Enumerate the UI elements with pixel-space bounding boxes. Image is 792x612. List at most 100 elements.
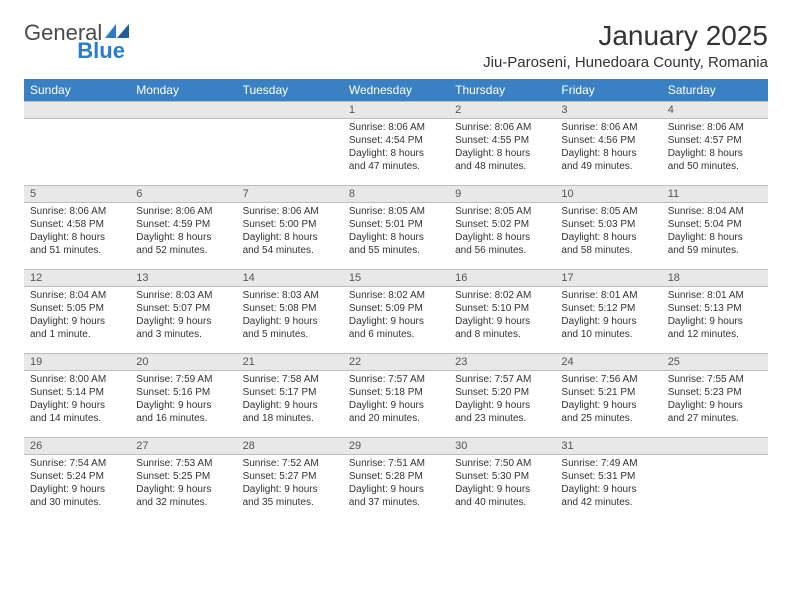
calendar-cell: 29Sunrise: 7:51 AMSunset: 5:28 PMDayligh…: [343, 437, 449, 521]
calendar-cell: 22Sunrise: 7:57 AMSunset: 5:18 PMDayligh…: [343, 353, 449, 437]
calendar-cell: 25Sunrise: 7:55 AMSunset: 5:23 PMDayligh…: [662, 353, 768, 437]
calendar-cell: 26Sunrise: 7:54 AMSunset: 5:24 PMDayligh…: [24, 437, 130, 521]
calendar-header-thursday: Thursday: [449, 79, 555, 101]
day-details: Sunrise: 8:06 AMSunset: 4:57 PMDaylight:…: [662, 119, 768, 177]
day-details: Sunrise: 8:06 AMSunset: 4:59 PMDaylight:…: [130, 203, 236, 261]
logo-text-blue: Blue: [77, 38, 125, 64]
calendar-cell: [237, 101, 343, 185]
day-details: Sunrise: 7:57 AMSunset: 5:20 PMDaylight:…: [449, 371, 555, 429]
empty-day: [237, 101, 343, 119]
day-number: 24: [555, 353, 661, 371]
day-details: Sunrise: 8:06 AMSunset: 5:00 PMDaylight:…: [237, 203, 343, 261]
day-details: Sunrise: 8:05 AMSunset: 5:01 PMDaylight:…: [343, 203, 449, 261]
day-details: Sunrise: 7:58 AMSunset: 5:17 PMDaylight:…: [237, 371, 343, 429]
day-details: Sunrise: 7:55 AMSunset: 5:23 PMDaylight:…: [662, 371, 768, 429]
day-details: Sunrise: 7:59 AMSunset: 5:16 PMDaylight:…: [130, 371, 236, 429]
calendar-cell: 4Sunrise: 8:06 AMSunset: 4:57 PMDaylight…: [662, 101, 768, 185]
calendar-table: SundayMondayTuesdayWednesdayThursdayFrid…: [24, 79, 768, 521]
calendar-cell: [24, 101, 130, 185]
day-number: 10: [555, 185, 661, 203]
calendar-cell: 1Sunrise: 8:06 AMSunset: 4:54 PMDaylight…: [343, 101, 449, 185]
empty-day: [24, 101, 130, 119]
calendar-header-saturday: Saturday: [662, 79, 768, 101]
day-details: Sunrise: 8:04 AMSunset: 5:04 PMDaylight:…: [662, 203, 768, 261]
calendar-cell: 16Sunrise: 8:02 AMSunset: 5:10 PMDayligh…: [449, 269, 555, 353]
calendar-cell: 7Sunrise: 8:06 AMSunset: 5:00 PMDaylight…: [237, 185, 343, 269]
day-details: Sunrise: 8:05 AMSunset: 5:02 PMDaylight:…: [449, 203, 555, 261]
day-number: 3: [555, 101, 661, 119]
calendar-cell: 31Sunrise: 7:49 AMSunset: 5:31 PMDayligh…: [555, 437, 661, 521]
calendar-cell: 8Sunrise: 8:05 AMSunset: 5:01 PMDaylight…: [343, 185, 449, 269]
calendar-cell: [130, 101, 236, 185]
day-details: Sunrise: 8:01 AMSunset: 5:13 PMDaylight:…: [662, 287, 768, 345]
calendar-cell: 3Sunrise: 8:06 AMSunset: 4:56 PMDaylight…: [555, 101, 661, 185]
day-number: 23: [449, 353, 555, 371]
day-details: Sunrise: 7:51 AMSunset: 5:28 PMDaylight:…: [343, 455, 449, 513]
calendar-cell: 19Sunrise: 8:00 AMSunset: 5:14 PMDayligh…: [24, 353, 130, 437]
calendar-cell: 11Sunrise: 8:04 AMSunset: 5:04 PMDayligh…: [662, 185, 768, 269]
day-number: 17: [555, 269, 661, 287]
day-details: Sunrise: 8:06 AMSunset: 4:55 PMDaylight:…: [449, 119, 555, 177]
day-details: Sunrise: 8:02 AMSunset: 5:10 PMDaylight:…: [449, 287, 555, 345]
calendar-cell: 28Sunrise: 7:52 AMSunset: 5:27 PMDayligh…: [237, 437, 343, 521]
day-number: 14: [237, 269, 343, 287]
day-number: 12: [24, 269, 130, 287]
day-number: 26: [24, 437, 130, 455]
day-number: 29: [343, 437, 449, 455]
day-number: 22: [343, 353, 449, 371]
logo: General Blue: [24, 20, 183, 46]
calendar-cell: 2Sunrise: 8:06 AMSunset: 4:55 PMDaylight…: [449, 101, 555, 185]
empty-day: [130, 101, 236, 119]
day-details: Sunrise: 7:56 AMSunset: 5:21 PMDaylight:…: [555, 371, 661, 429]
day-details: Sunrise: 8:02 AMSunset: 5:09 PMDaylight:…: [343, 287, 449, 345]
calendar-cell: 23Sunrise: 7:57 AMSunset: 5:20 PMDayligh…: [449, 353, 555, 437]
calendar-cell: 24Sunrise: 7:56 AMSunset: 5:21 PMDayligh…: [555, 353, 661, 437]
day-details: Sunrise: 7:53 AMSunset: 5:25 PMDaylight:…: [130, 455, 236, 513]
day-details: Sunrise: 8:06 AMSunset: 4:54 PMDaylight:…: [343, 119, 449, 177]
calendar-cell: 14Sunrise: 8:03 AMSunset: 5:08 PMDayligh…: [237, 269, 343, 353]
day-details: Sunrise: 7:49 AMSunset: 5:31 PMDaylight:…: [555, 455, 661, 513]
day-number: 25: [662, 353, 768, 371]
day-number: 7: [237, 185, 343, 203]
day-number: 2: [449, 101, 555, 119]
day-number: 13: [130, 269, 236, 287]
calendar-cell: 27Sunrise: 7:53 AMSunset: 5:25 PMDayligh…: [130, 437, 236, 521]
day-number: 9: [449, 185, 555, 203]
day-number: 4: [662, 101, 768, 119]
day-number: 6: [130, 185, 236, 203]
day-details: Sunrise: 8:05 AMSunset: 5:03 PMDaylight:…: [555, 203, 661, 261]
calendar-header-tuesday: Tuesday: [237, 79, 343, 101]
calendar-cell: [662, 437, 768, 521]
calendar-header-friday: Friday: [555, 79, 661, 101]
calendar-cell: 17Sunrise: 8:01 AMSunset: 5:12 PMDayligh…: [555, 269, 661, 353]
day-details: Sunrise: 8:06 AMSunset: 4:58 PMDaylight:…: [24, 203, 130, 261]
calendar-cell: 6Sunrise: 8:06 AMSunset: 4:59 PMDaylight…: [130, 185, 236, 269]
day-details: Sunrise: 7:57 AMSunset: 5:18 PMDaylight:…: [343, 371, 449, 429]
day-number: 31: [555, 437, 661, 455]
day-details: Sunrise: 8:01 AMSunset: 5:12 PMDaylight:…: [555, 287, 661, 345]
calendar-cell: 5Sunrise: 8:06 AMSunset: 4:58 PMDaylight…: [24, 185, 130, 269]
calendar-cell: 15Sunrise: 8:02 AMSunset: 5:09 PMDayligh…: [343, 269, 449, 353]
calendar-header-monday: Monday: [130, 79, 236, 101]
day-number: 8: [343, 185, 449, 203]
day-number: 5: [24, 185, 130, 203]
day-details: Sunrise: 7:52 AMSunset: 5:27 PMDaylight:…: [237, 455, 343, 513]
day-details: Sunrise: 7:54 AMSunset: 5:24 PMDaylight:…: [24, 455, 130, 513]
calendar-cell: 18Sunrise: 8:01 AMSunset: 5:13 PMDayligh…: [662, 269, 768, 353]
empty-day: [662, 437, 768, 455]
day-number: 11: [662, 185, 768, 203]
day-details: Sunrise: 8:03 AMSunset: 5:07 PMDaylight:…: [130, 287, 236, 345]
day-number: 15: [343, 269, 449, 287]
day-number: 20: [130, 353, 236, 371]
day-details: Sunrise: 8:06 AMSunset: 4:56 PMDaylight:…: [555, 119, 661, 177]
day-number: 27: [130, 437, 236, 455]
page-title: January 2025: [598, 20, 768, 52]
day-number: 18: [662, 269, 768, 287]
day-number: 16: [449, 269, 555, 287]
calendar-cell: 9Sunrise: 8:05 AMSunset: 5:02 PMDaylight…: [449, 185, 555, 269]
day-number: 30: [449, 437, 555, 455]
calendar-header-sunday: Sunday: [24, 79, 130, 101]
calendar-cell: 10Sunrise: 8:05 AMSunset: 5:03 PMDayligh…: [555, 185, 661, 269]
calendar-cell: 20Sunrise: 7:59 AMSunset: 5:16 PMDayligh…: [130, 353, 236, 437]
day-number: 19: [24, 353, 130, 371]
